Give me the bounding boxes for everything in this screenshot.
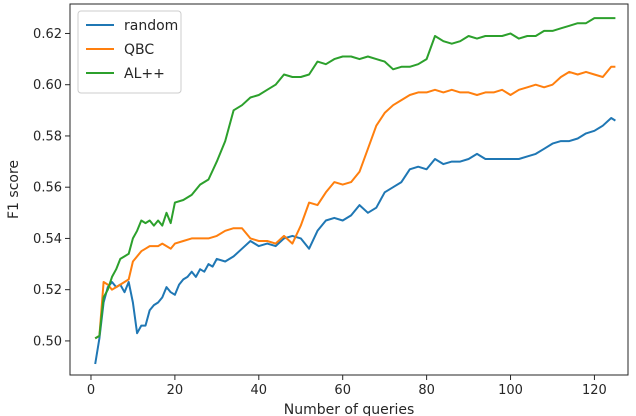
legend-label: QBC [124,42,154,58]
y-tick-label: 0.60 [33,78,62,93]
series-lines [94,17,616,365]
x-tick-label: 20 [167,383,184,398]
plot-frame [69,3,629,376]
x-tick-label: 120 [582,383,607,398]
series-line-random [94,117,616,365]
x-tick-label: 80 [418,383,435,398]
x-tick-label: 100 [498,383,523,398]
y-tick-label: 0.54 [33,232,62,247]
legend-label: random [124,18,178,34]
y-axis: 0.50 0.52 0.54 0.56 0.58 0.60 0.62 [33,27,70,349]
y-axis-label: F1 score [6,160,22,219]
x-tick-label: 0 [87,383,95,398]
y-tick-label: 0.56 [33,181,62,196]
series-line-al [94,17,616,340]
x-axis: 0 20 40 60 80 100 120 [87,375,607,398]
y-tick-label: 0.52 [33,283,62,298]
legend-label: AL++ [124,66,165,82]
legend: random QBC AL++ [77,10,182,94]
y-tick-label: 0.62 [33,27,62,42]
y-tick-label: 0.50 [33,334,62,349]
x-tick-label: 40 [251,383,268,398]
x-tick-label: 60 [334,383,351,398]
x-axis-label: Number of queries [284,402,415,416]
y-tick-label: 0.58 [33,129,62,144]
series-line-qbc [94,65,616,340]
